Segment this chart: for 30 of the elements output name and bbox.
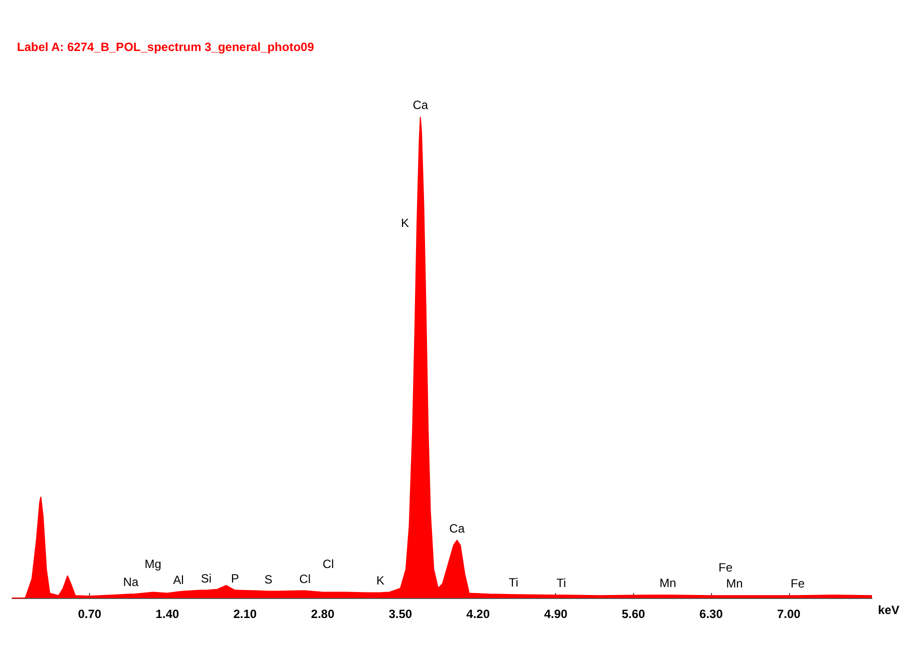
annotation: Ca bbox=[412, 98, 428, 112]
x-tick-label: 0.70 bbox=[78, 607, 102, 621]
annotation: K bbox=[376, 574, 384, 588]
annotation: Ti bbox=[556, 576, 566, 590]
annotation: Fe bbox=[718, 560, 733, 575]
annotation: Si bbox=[200, 571, 212, 586]
annotation: K bbox=[401, 216, 410, 230]
x-tick-label: 6.30 bbox=[699, 607, 724, 621]
x-tick-label: 2.10 bbox=[233, 607, 258, 621]
annotation: Na bbox=[123, 575, 139, 590]
x-tick-label: 7.00 bbox=[777, 607, 801, 621]
x-tick-label: 1.40 bbox=[156, 607, 180, 621]
x-tick-label: 4.90 bbox=[544, 607, 568, 621]
annotation: P bbox=[231, 571, 240, 586]
x-tick-label: 2.80 bbox=[311, 607, 335, 621]
annotation: Mn bbox=[726, 576, 743, 591]
annotation: Al bbox=[173, 572, 184, 587]
annotation: Cl bbox=[322, 557, 334, 572]
x-axis-title: keV bbox=[878, 603, 900, 617]
x-tick-label: 5.60 bbox=[622, 607, 646, 621]
chart-title: Label A: 6274_B_POL_spectrum 3_general_photo09 bbox=[17, 40, 314, 54]
annotation: Fe bbox=[790, 576, 805, 591]
annotation: Cl bbox=[299, 572, 311, 586]
x-tick-label: 3.50 bbox=[388, 607, 412, 621]
x-tick-label: 4.20 bbox=[466, 607, 490, 621]
annotation: S bbox=[264, 572, 272, 586]
annotation: Ca bbox=[449, 521, 465, 536]
annotation: Mn bbox=[659, 576, 676, 590]
annotation: Mg bbox=[144, 557, 162, 572]
annotation: Ti bbox=[508, 576, 518, 590]
